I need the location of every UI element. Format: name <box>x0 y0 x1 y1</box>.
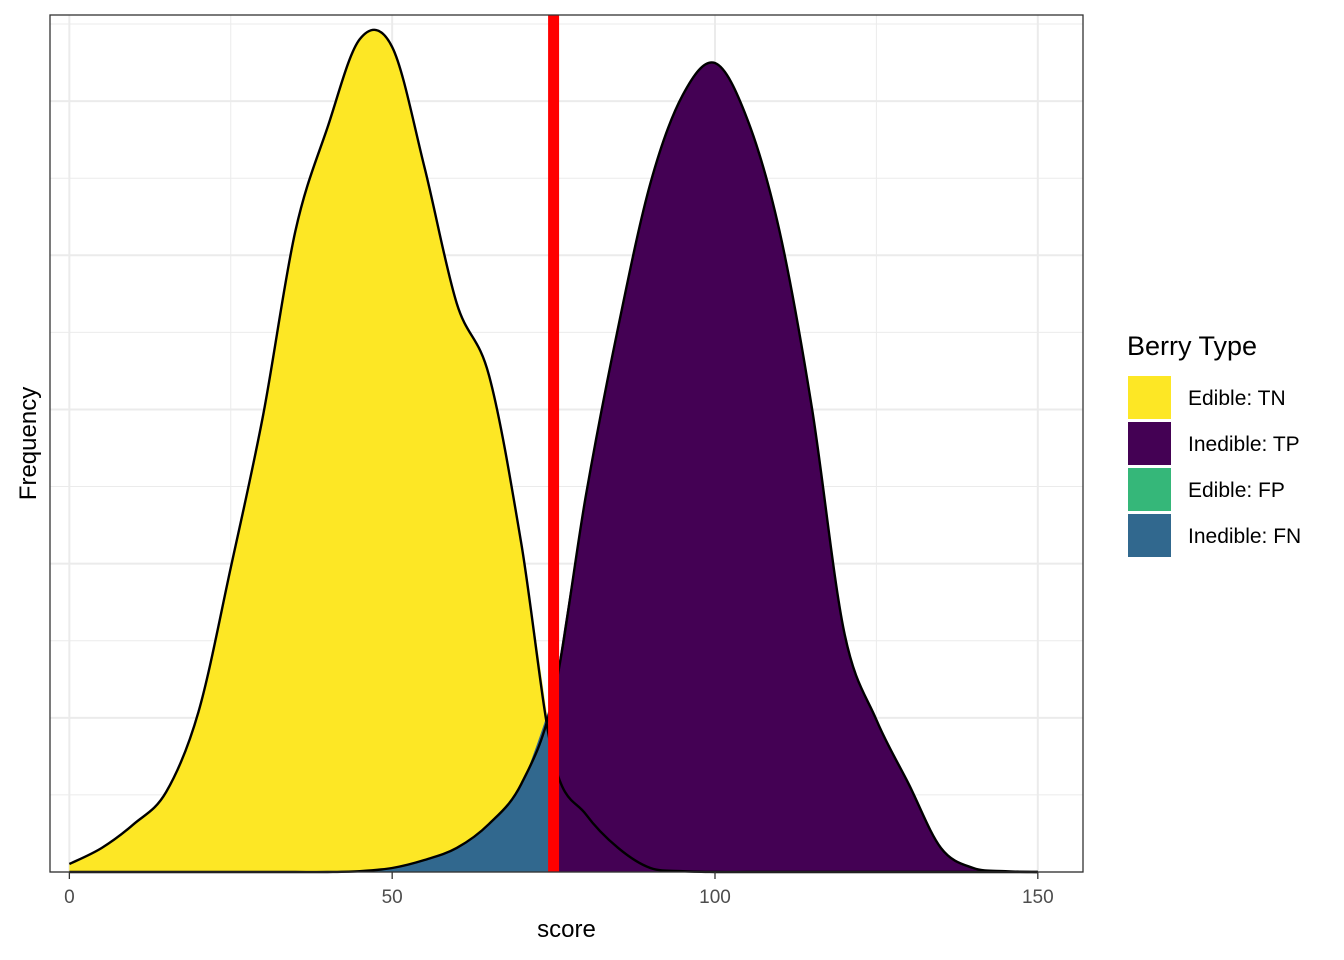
x-axis-title: score <box>537 916 596 943</box>
x-tick-label: 0 <box>64 887 75 908</box>
legend-label: Inedible: FN <box>1188 525 1301 548</box>
legend-label: Inedible: TP <box>1188 433 1300 456</box>
area-inedible-fn <box>69 695 554 873</box>
y-axis-title: Frequency <box>15 387 42 500</box>
area-edible-tn <box>69 29 554 873</box>
panel-border <box>49 14 1084 873</box>
legend-swatch <box>1128 376 1171 419</box>
legend-swatch <box>1128 514 1171 557</box>
legend-swatch <box>1128 422 1171 465</box>
x-axis: 0 50 100 150 <box>64 872 1054 908</box>
x-tick-label: 50 <box>382 887 403 908</box>
density-areas <box>69 29 1038 873</box>
x-tick-label: 100 <box>699 887 731 908</box>
legend-title: Berry Type <box>1127 331 1257 361</box>
legend-label: Edible: FP <box>1188 479 1285 502</box>
legend-items: Edible: TN Inedible: TP Edible: FP Inedible… <box>1128 376 1301 557</box>
legend-swatch <box>1128 468 1171 511</box>
legend-label: Edible: TN <box>1188 387 1286 410</box>
area-inedible-tp <box>553 62 1038 872</box>
x-tick-label: 150 <box>1022 887 1054 908</box>
